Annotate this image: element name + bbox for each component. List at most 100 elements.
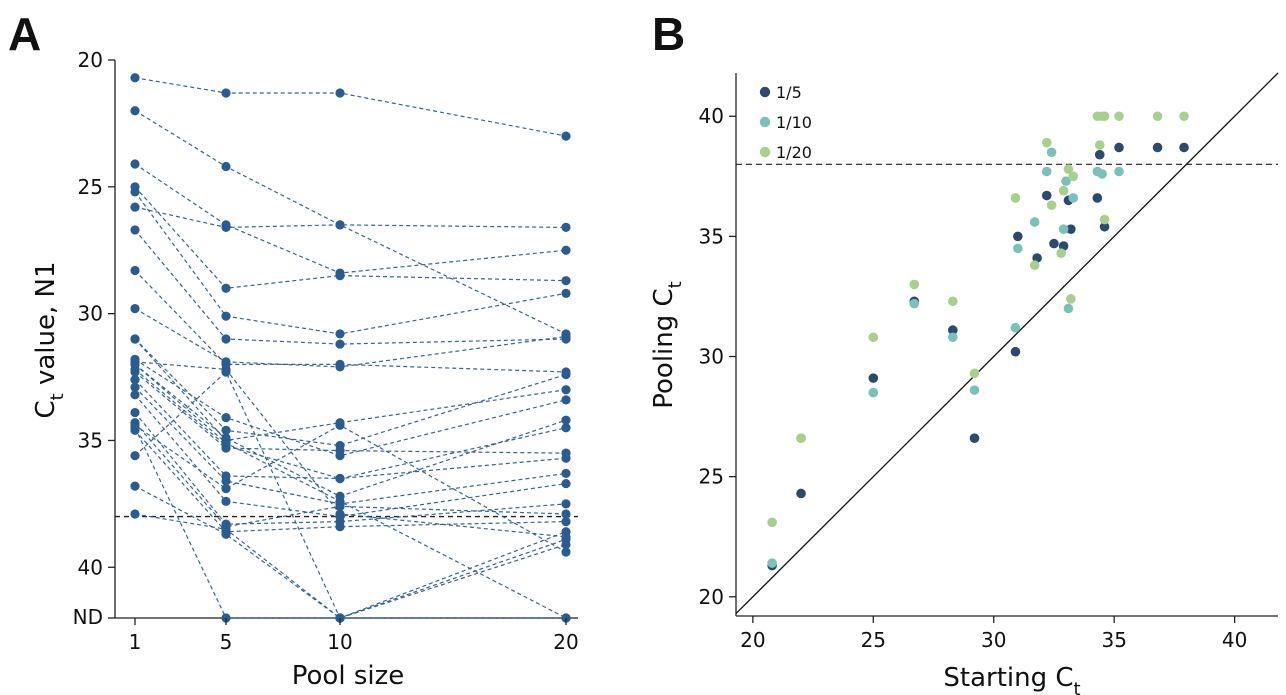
panel-a-series-line — [134, 163, 567, 274]
panel-a-series-line — [134, 191, 567, 335]
panel-b-point — [1114, 142, 1124, 153]
panel-b-label: B — [652, 8, 685, 60]
panel-b-point — [1029, 260, 1040, 271]
panel-a-point — [221, 484, 231, 494]
panel-b-point — [1010, 322, 1021, 333]
panel-a-point — [561, 517, 571, 527]
panel-b-point — [1099, 111, 1110, 122]
panel-a-point — [561, 415, 571, 425]
panel-b-y-tick-label: 40 — [699, 104, 724, 128]
panel-a-point — [335, 220, 345, 230]
panel-b-y-axis-title: Pooling Ct — [649, 281, 686, 408]
panel-b-point — [1094, 140, 1105, 150]
panel-a-point — [130, 334, 140, 344]
panel-b-x-ticks: 20 25 30 35 40 — [740, 616, 1247, 652]
panel-b-point — [1032, 253, 1042, 263]
panel-a-point — [561, 245, 571, 255]
panel-a-point — [335, 88, 345, 98]
panel-a-point — [221, 283, 231, 293]
panel-a-point — [335, 329, 345, 339]
panel-a-point — [130, 357, 140, 367]
panel-b-point — [1058, 241, 1069, 251]
panel-a-series-line — [134, 379, 567, 480]
panel-b-point — [1049, 238, 1059, 249]
panel-b-point — [868, 387, 879, 398]
panel-b-point — [1029, 217, 1040, 227]
panel-a-y-tick-label-nd: ND — [73, 605, 103, 629]
panel-a-series-line — [134, 412, 567, 525]
panel-b-y-tick-label: 20 — [699, 585, 724, 609]
panel-a-point — [335, 496, 345, 506]
panel-a-point — [561, 453, 571, 463]
panel-b-point — [868, 373, 879, 383]
panel-b-legend-label: 1/10 — [776, 113, 812, 132]
panel-a-series-line — [134, 110, 567, 228]
panel-b-point — [909, 298, 920, 309]
panel-a-point — [335, 446, 345, 456]
panel-b-point — [1063, 303, 1074, 314]
panel-b-point — [1041, 137, 1052, 148]
panel-a-point — [561, 222, 571, 232]
panel-a-series-line — [134, 229, 567, 345]
panel-a-point — [130, 407, 140, 418]
panel-a-point — [221, 524, 231, 534]
panel-a-series-line — [134, 513, 567, 619]
panel-a-point — [221, 357, 231, 367]
panel-a-y-tick-label: 25 — [78, 175, 103, 199]
panel-a-point — [130, 367, 140, 377]
panel-b-point — [1152, 142, 1163, 153]
panel-b-point — [868, 332, 879, 343]
panel-a-point — [561, 547, 571, 557]
panel-a-point — [221, 222, 231, 232]
panel-a-point — [561, 478, 571, 489]
panel-a: A 20 25 30 35 40 ND 1 5 10 20 Pool size Ct value… — [8, 8, 579, 691]
panel-b-legend-marker — [759, 146, 771, 158]
panel-b-legend-marker — [759, 116, 771, 128]
panel-a-point — [561, 331, 571, 342]
panel-a-series-line — [134, 485, 567, 619]
panel-a-series-line — [134, 386, 567, 505]
panel-b-identity-line — [735, 72, 1279, 615]
panel-a-x-tick-label: 20 — [553, 630, 578, 654]
panel-b-point — [909, 279, 920, 290]
panel-b-y-tick-label: 25 — [699, 465, 724, 489]
panel-b-point — [1114, 111, 1124, 122]
panel-a-series-line — [134, 370, 567, 619]
panel-b-point — [1114, 166, 1124, 177]
panel-b-point — [1013, 243, 1023, 254]
panel-a-point — [561, 532, 571, 542]
panel-a-point — [221, 334, 231, 344]
panel-a-point — [130, 225, 140, 235]
panel-a-point — [561, 369, 571, 380]
panel-a-point — [130, 303, 140, 314]
panel-a-point — [221, 438, 231, 448]
panel-a-point — [130, 423, 140, 433]
panel-a-point — [221, 88, 231, 98]
panel-a-point — [335, 509, 345, 519]
panel-b: B 20 25 30 35 40 20 25 30 35 40 1/5 1/10 1/20 Star… — [649, 8, 1279, 695]
panel-a-point — [561, 288, 571, 298]
panel-a-y-title-sub: t — [47, 393, 68, 400]
panel-a-series-line — [134, 186, 567, 289]
panel-b-point — [1097, 169, 1107, 179]
panel-b-point — [948, 325, 958, 335]
panel-a-y-title-rest: value, N1 — [31, 261, 61, 393]
panel-b-point — [1099, 214, 1110, 225]
panel-b-x-tick-label: 25 — [861, 628, 886, 652]
panel-a-point — [561, 276, 571, 286]
panel-b-point — [1068, 193, 1079, 203]
panel-a-point — [221, 425, 231, 435]
panel-a-series-line — [134, 270, 567, 373]
panel-b-point — [1092, 193, 1103, 203]
panel-a-series-line — [134, 308, 567, 368]
panel-a-series-line — [134, 371, 567, 454]
panel-b-legend-label: 1/20 — [776, 143, 812, 162]
panel-a-y-ticks: 20 25 30 35 40 ND — [73, 48, 115, 629]
panel-b-point — [1179, 111, 1189, 122]
panel-a-series-line — [134, 358, 567, 457]
panel-b-point — [796, 433, 806, 444]
panel-b-point — [1056, 248, 1066, 258]
panel-a-y-tick-label: 20 — [78, 48, 103, 72]
panel-a-point — [130, 73, 140, 83]
